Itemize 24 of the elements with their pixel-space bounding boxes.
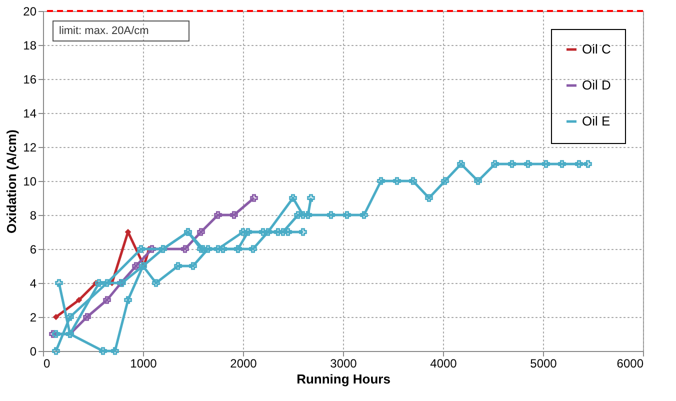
y-tick-label: 14 xyxy=(23,106,37,120)
x-tick-label: 2000 xyxy=(230,356,258,370)
legend-label: Oil E xyxy=(582,114,610,128)
x-tick-label: 3000 xyxy=(330,356,358,370)
x-tick-label: 1000 xyxy=(130,356,158,370)
legend-label: Oil C xyxy=(582,42,611,56)
x-axis-title: Running Hours xyxy=(296,372,390,386)
y-tick-label: 12 xyxy=(23,140,37,154)
y-axis-title: Oxidation (A/cm) xyxy=(4,129,20,234)
y-tick-label: 18 xyxy=(23,38,37,52)
y-tick-label: 2 xyxy=(30,310,37,324)
x-tick-label: 0 xyxy=(44,356,50,370)
y-tick-label: 6 xyxy=(30,242,37,256)
annotation: limit: max. 20A/cm xyxy=(59,25,149,37)
y-tick-label: 0 xyxy=(30,344,37,358)
y-tick-label: 8 xyxy=(30,208,37,222)
y-tick-label: 10 xyxy=(23,174,37,188)
y-tick-label: 20 xyxy=(23,4,37,18)
y-tick-label: 16 xyxy=(23,72,37,86)
x-tick-label: 6000 xyxy=(616,356,644,370)
legend-label: Oil D xyxy=(582,78,611,92)
x-tick-label: 4000 xyxy=(430,356,458,370)
y-tick-label: 4 xyxy=(30,276,37,290)
x-tick-label: 5000 xyxy=(530,356,558,370)
